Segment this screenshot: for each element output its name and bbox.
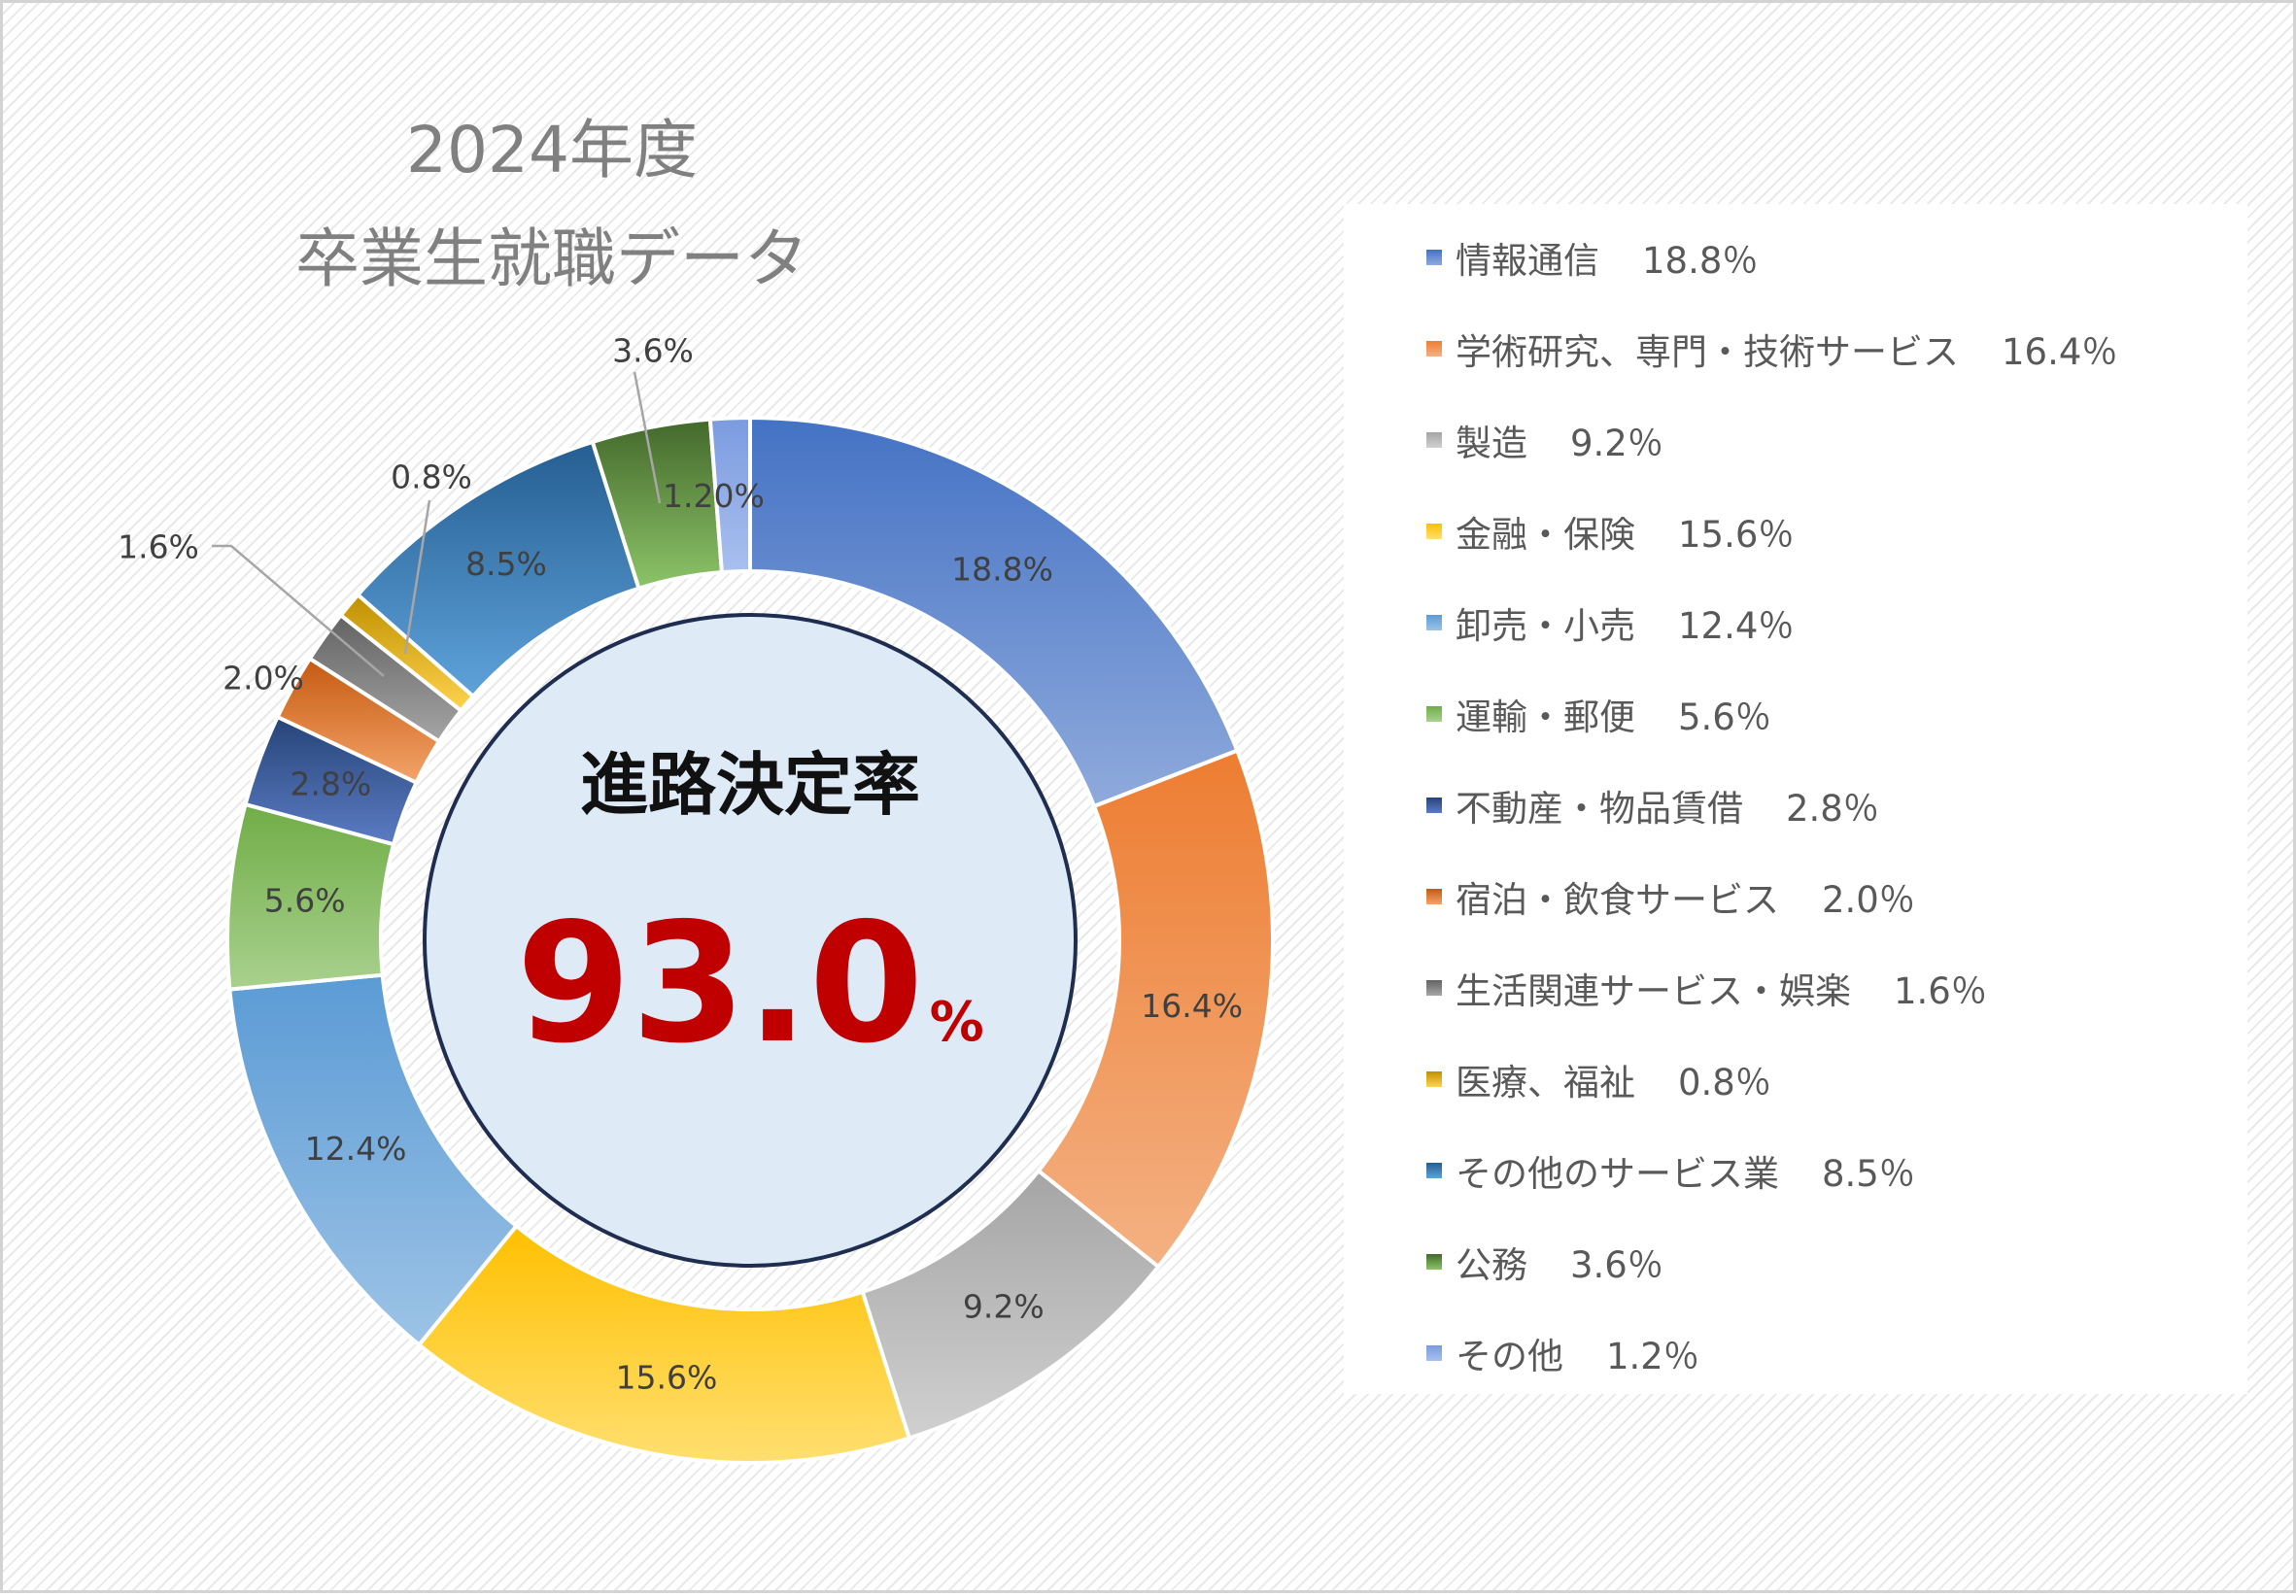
data-label-0: 18.8%: [951, 551, 1053, 589]
legend-item: 生活関連サービス・娯楽 1.6％: [1426, 959, 1987, 1017]
legend-label: 医療、福祉: [1456, 1062, 1635, 1104]
chart-title-line1: 2024年度: [406, 113, 698, 187]
legend-value: 1.6％: [1894, 970, 1987, 1012]
legend-value: 12.4％: [1678, 605, 1795, 647]
data-label-8: 1.6%: [118, 528, 199, 566]
legend-label: 公務: [1456, 1244, 1527, 1286]
legend-label: 卸売・小売: [1456, 605, 1635, 647]
legend-item: 宿泊・飲食サービス 2.0％: [1426, 867, 1915, 926]
center-unit: %: [929, 991, 984, 1054]
legend-item: 公務 3.6％: [1426, 1233, 1663, 1291]
data-label-1: 16.4%: [1141, 987, 1243, 1025]
legend-label: 不動産・物品賃借: [1456, 788, 1743, 830]
legend-value: 2.0％: [1822, 879, 1915, 921]
legend-item: 学術研究、専門・技術サービス 16.4％: [1426, 320, 2117, 378]
legend-swatch: [1426, 980, 1442, 996]
legend-swatch: [1426, 1254, 1442, 1270]
donut-slice-3: [416, 1223, 912, 1465]
center-circle: [423, 613, 1078, 1268]
data-label-4: 12.4%: [305, 1130, 407, 1168]
legend-item: その他のサービス業 8.5％: [1426, 1141, 1915, 1200]
donut-slice-12: [707, 415, 752, 575]
data-label-7: 2.0%: [223, 660, 304, 697]
legend-swatch: [1426, 341, 1442, 357]
legend-label: 金融・保険: [1456, 514, 1635, 556]
legend-swatch: [1426, 798, 1442, 813]
legend-swatch: [1426, 706, 1442, 722]
legend-value: 2.8％: [1786, 788, 1879, 830]
legend-value: 16.4％: [2002, 331, 2118, 373]
legend-item: 医療、福祉 0.8％: [1426, 1050, 1771, 1108]
legend-swatch: [1426, 615, 1442, 630]
data-label-12: 1.20%: [663, 477, 765, 515]
legend: 情報通信 18.8％ 学術研究、専門・技術サービス 16.4％ 製造 9.2％ 金融・保険 1…: [1344, 204, 2247, 1394]
data-label-11: 3.6%: [612, 332, 694, 370]
legend-value: 1.2％: [1606, 1336, 1699, 1377]
legend-item: 金融・保険 15.6％: [1426, 502, 1794, 560]
center-value: 93.0%: [425, 897, 1076, 1123]
data-label-10: 8.5%: [465, 545, 547, 583]
legend-swatch: [1426, 889, 1442, 904]
legend-label: 製造: [1456, 423, 1527, 464]
legend-swatch: [1426, 250, 1442, 265]
legend-item: 卸売・小売 12.4％: [1426, 594, 1794, 652]
legend-item: 製造 9.2％: [1426, 411, 1663, 469]
donut-slice-0: [748, 415, 1240, 809]
legend-item: 不動産・物品賃借 2.8％: [1426, 776, 1879, 834]
legend-value: 5.6％: [1678, 696, 1771, 738]
legend-value: 0.8％: [1678, 1062, 1771, 1104]
legend-value: 9.2％: [1570, 423, 1663, 464]
legend-item: 運輸・郵便 5.6％: [1426, 685, 1771, 743]
chart-title-line2: 卒業生就職データ: [295, 221, 808, 296]
legend-swatch: [1426, 524, 1442, 539]
legend-item: 情報通信 18.8％: [1426, 228, 1758, 287]
legend-value: 8.5％: [1822, 1153, 1915, 1195]
legend-label: 情報通信: [1456, 240, 1599, 282]
legend-label: その他: [1456, 1336, 1563, 1377]
legend-label: 学術研究、専門・技術サービス: [1456, 331, 1959, 373]
legend-label: その他のサービス業: [1456, 1153, 1779, 1195]
leader-line-11: [633, 371, 662, 504]
donut-chart: 18.8% 16.4% 9.2% 15.6% 12.4% 5.6% 2.8% 2.0% 1.6%…: [118, 332, 1275, 1465]
legend-value: 3.6％: [1570, 1244, 1663, 1286]
legend-value: 15.6％: [1678, 514, 1795, 556]
legend-value: 18.8％: [1642, 240, 1759, 282]
center-number: 93.0: [516, 888, 924, 1080]
legend-label: 生活関連サービス・娯楽: [1456, 970, 1851, 1012]
legend-label: 運輸・郵便: [1456, 696, 1635, 738]
legend-swatch: [1426, 1163, 1442, 1178]
leader-line-9: [403, 499, 431, 655]
donut-slice-1: [1035, 748, 1275, 1270]
center-title: 進路決定率: [580, 745, 920, 825]
leader-line-8: [212, 544, 385, 677]
data-label-5: 5.6%: [264, 882, 346, 920]
legend-swatch: [1426, 1071, 1442, 1087]
data-label-3: 15.6%: [616, 1358, 718, 1396]
data-label-2: 9.2%: [963, 1287, 1045, 1325]
legend-label: 宿泊・飲食サービス: [1456, 879, 1779, 921]
data-label-6: 2.8%: [290, 765, 371, 803]
legend-swatch: [1426, 432, 1442, 448]
legend-swatch: [1426, 1345, 1442, 1361]
data-label-9: 0.8%: [391, 458, 472, 496]
legend-item: その他 1.2％: [1426, 1324, 1699, 1382]
